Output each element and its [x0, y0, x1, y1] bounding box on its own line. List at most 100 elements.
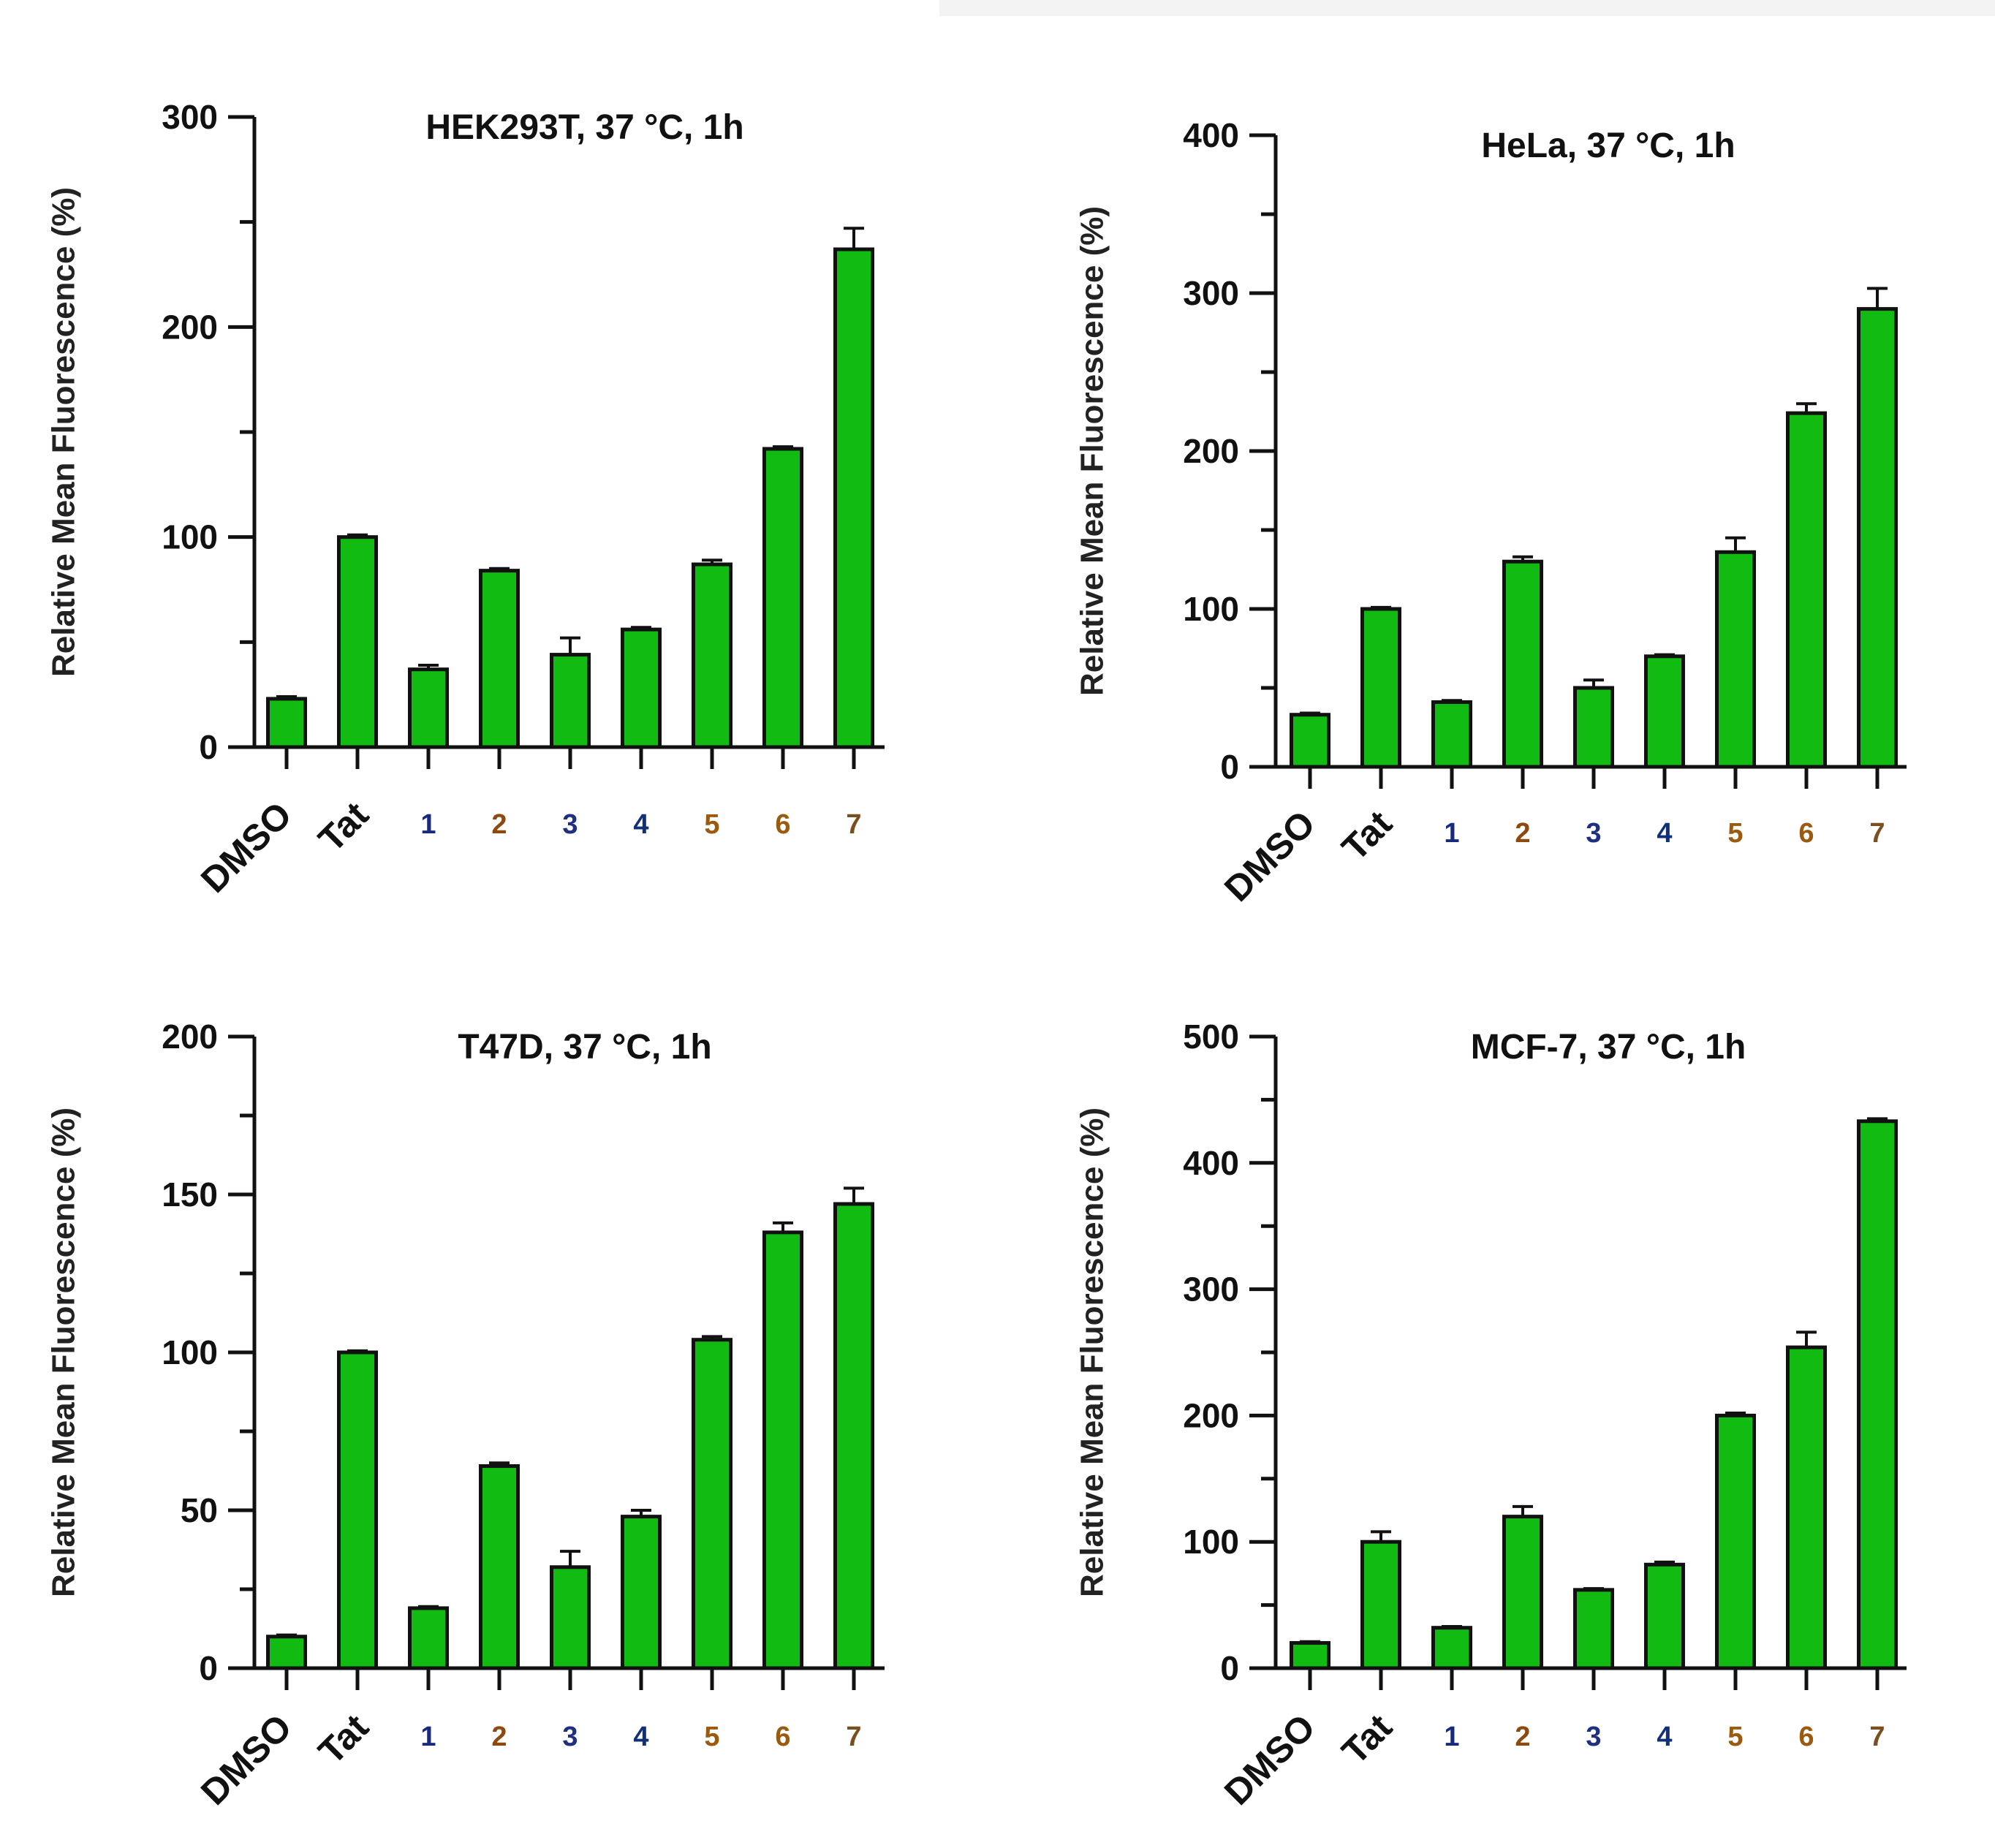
x-category-label: Tat — [1334, 803, 1400, 868]
x-category-label: 1 — [420, 809, 436, 840]
x-category-label: 3 — [562, 1722, 578, 1752]
x-category-label: 1 — [420, 1722, 436, 1752]
bar-1 — [408, 667, 449, 749]
chart-title: T47D, 37 °C, 1h — [458, 1028, 711, 1067]
x-category-label: 3 — [562, 809, 578, 840]
x-category-label: 2 — [1515, 1722, 1530, 1752]
bar-tat — [1360, 1540, 1401, 1670]
top-strip — [939, 0, 1995, 16]
bar-2 — [479, 1464, 520, 1670]
y-tick-label: 150 — [162, 1175, 218, 1213]
y-tick-label: 0 — [199, 728, 218, 766]
y-tick-label: 0 — [1220, 1649, 1239, 1687]
x-category-label: 7 — [1869, 818, 1885, 849]
x-category-label: 4 — [1657, 1722, 1672, 1752]
y-tick-label: 100 — [1183, 590, 1239, 628]
y-tick-label: 200 — [162, 308, 218, 346]
bar-2 — [1502, 1515, 1543, 1670]
x-category-label: DMSO — [1216, 803, 1323, 909]
chart-title: MCF-7, 37 °C, 1h — [1471, 1028, 1746, 1067]
bar-5 — [1715, 1413, 1756, 1670]
y-axis-label: Relative Mean Fluorescence (%) — [46, 187, 82, 677]
x-category-label: 3 — [1586, 1722, 1601, 1752]
y-tick-label: 200 — [162, 1018, 218, 1056]
x-category-label: DMSO — [193, 1706, 300, 1813]
bar-6 — [1786, 411, 1827, 769]
y-tick-label: 0 — [199, 1649, 218, 1687]
bar-7 — [1857, 307, 1898, 769]
x-category-label: 7 — [846, 1722, 861, 1752]
bar-6 — [762, 447, 803, 749]
bar-4 — [1644, 654, 1685, 769]
bar-4 — [621, 1515, 662, 1670]
x-category-label: Tat — [311, 794, 376, 860]
y-tick-label: 400 — [1183, 116, 1239, 154]
chart-title: HEK293T, 37 °C, 1h — [425, 108, 743, 147]
bar-5 — [1715, 550, 1756, 769]
x-category-label: 7 — [846, 809, 861, 840]
x-category-label: 2 — [491, 809, 507, 840]
x-category-label: 2 — [1515, 818, 1530, 849]
bar-3 — [1573, 1588, 1614, 1670]
y-tick-label: 100 — [162, 518, 218, 556]
bar-4 — [1644, 1562, 1685, 1670]
x-category-label: Tat — [1334, 1706, 1400, 1772]
y-tick-label: 400 — [1183, 1144, 1239, 1182]
y-tick-label: 50 — [181, 1491, 218, 1529]
bar-3 — [1573, 686, 1614, 769]
bar-7 — [833, 1202, 874, 1670]
y-tick-label: 500 — [1183, 1018, 1239, 1056]
x-category-label: 5 — [704, 1722, 719, 1752]
x-category-label: 7 — [1869, 1722, 1885, 1752]
y-tick-label: 300 — [1183, 1270, 1239, 1309]
x-category-label: 4 — [633, 1722, 648, 1752]
x-category-label: 5 — [1727, 1722, 1743, 1752]
y-tick-label: 100 — [162, 1333, 218, 1371]
x-category-label: 6 — [1798, 1722, 1814, 1752]
x-category-label: 6 — [775, 1722, 790, 1752]
x-category-label: Tat — [311, 1706, 376, 1772]
bar-2 — [479, 569, 520, 749]
x-category-label: 6 — [775, 809, 790, 840]
y-tick-label: 100 — [1183, 1523, 1239, 1561]
bar-dmso — [266, 1635, 307, 1670]
bar-7 — [1857, 1119, 1898, 1670]
x-category-label: 1 — [1444, 1722, 1459, 1752]
bar-7 — [833, 247, 874, 749]
chart-panel-hela: HeLa, 37 °C, 1h Relative Mean Fluorescenc… — [1075, 116, 1907, 909]
bar-6 — [1786, 1345, 1827, 1670]
bar-6 — [762, 1230, 803, 1670]
bar-1 — [1431, 1626, 1472, 1670]
x-category-label: 2 — [491, 1722, 507, 1752]
chart-title: HeLa, 37 °C, 1h — [1481, 126, 1735, 165]
x-category-label: DMSO — [193, 794, 300, 901]
y-axis-label: Relative Mean Fluorescence (%) — [1075, 206, 1110, 696]
y-tick-label: 0 — [1220, 748, 1239, 786]
y-tick-label: 200 — [1183, 432, 1239, 470]
x-category-label: 5 — [1727, 818, 1743, 849]
y-tick-label: 300 — [1183, 274, 1239, 312]
bar-1 — [1431, 700, 1472, 769]
bar-tat — [1360, 607, 1401, 769]
x-category-label: 4 — [1657, 818, 1672, 849]
chart-panel-mcf7: MCF-7, 37 °C, 1h Relative Mean Fluorescen… — [1075, 1018, 1907, 1813]
bar-2 — [1502, 559, 1543, 769]
chart-panel-hek293t: HEK293T, 37 °C, 1h Relative Mean Fluoresc… — [46, 98, 885, 901]
bar-3 — [550, 653, 591, 749]
bar-4 — [621, 627, 662, 749]
bar-5 — [692, 562, 732, 749]
chart-panel-t47d: T47D, 37 °C, 1h Relative Mean Fluorescenc… — [46, 1018, 885, 1813]
bar-5 — [692, 1338, 732, 1670]
x-category-label: 6 — [1798, 818, 1814, 849]
x-category-label: DMSO — [1216, 1706, 1323, 1813]
x-category-label: 3 — [1586, 818, 1601, 849]
y-axis-label: Relative Mean Fluorescence (%) — [1075, 1107, 1110, 1597]
bar-tat — [337, 535, 378, 749]
bar-tat — [337, 1350, 378, 1670]
y-tick-label: 300 — [162, 98, 218, 136]
bar-dmso — [1290, 1640, 1330, 1670]
bar-1 — [408, 1606, 449, 1670]
y-tick-label: 200 — [1183, 1396, 1239, 1434]
x-category-label: 5 — [704, 809, 719, 840]
